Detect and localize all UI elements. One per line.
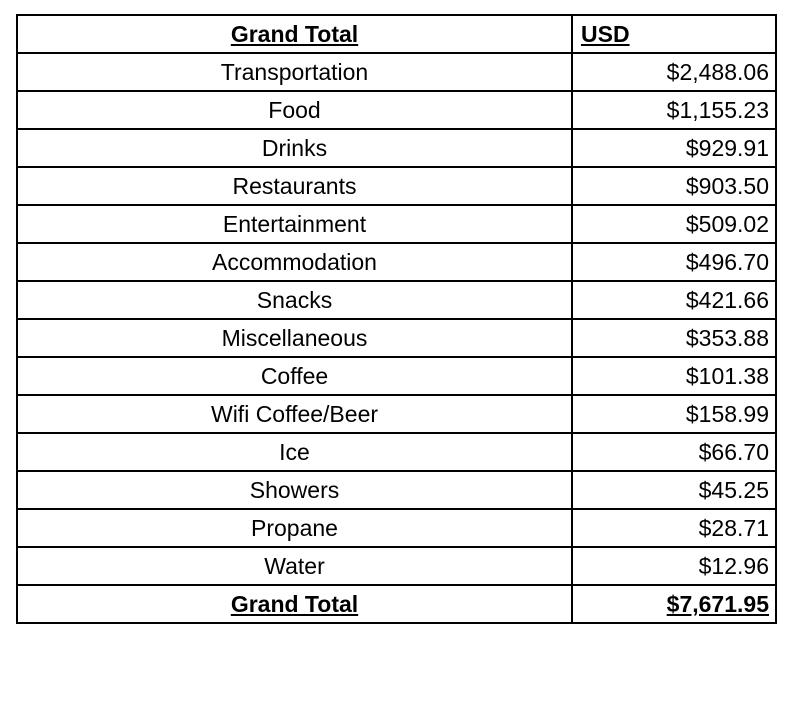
category-cell[interactable]: Entertainment: [16, 204, 573, 244]
category-cell[interactable]: Restaurants: [16, 166, 573, 206]
table-row: Transportation $2,488.06: [16, 52, 777, 92]
category-cell[interactable]: Food: [16, 90, 573, 130]
category-cell[interactable]: Coffee: [16, 356, 573, 396]
amount-cell[interactable]: $66.70: [571, 432, 777, 472]
table-row: Accommodation $496.70: [16, 242, 777, 282]
category-cell[interactable]: Drinks: [16, 128, 573, 168]
table-row: Food $1,155.23: [16, 90, 777, 130]
table-row: Snacks $421.66: [16, 280, 777, 320]
amount-cell[interactable]: $45.25: [571, 470, 777, 510]
amount-cell[interactable]: $929.91: [571, 128, 777, 168]
amount-cell[interactable]: $496.70: [571, 242, 777, 282]
grand-total-row: Grand Total $7,671.95: [16, 584, 777, 624]
amount-cell[interactable]: $28.71: [571, 508, 777, 548]
header-row: Grand Total USD: [16, 14, 777, 54]
table-row: Entertainment $509.02: [16, 204, 777, 244]
amount-cell[interactable]: $903.50: [571, 166, 777, 206]
category-cell[interactable]: Propane: [16, 508, 573, 548]
table-row: Coffee $101.38: [16, 356, 777, 396]
category-cell[interactable]: Ice: [16, 432, 573, 472]
expense-table: Grand Total USD Transportation $2,488.06…: [16, 14, 777, 624]
category-cell[interactable]: Water: [16, 546, 573, 586]
table-row: Wifi Coffee/Beer $158.99: [16, 394, 777, 434]
header-category[interactable]: Grand Total: [16, 14, 573, 54]
amount-cell[interactable]: $509.02: [571, 204, 777, 244]
category-cell[interactable]: Wifi Coffee/Beer: [16, 394, 573, 434]
amount-cell[interactable]: $12.96: [571, 546, 777, 586]
amount-cell[interactable]: $158.99: [571, 394, 777, 434]
grand-total-label[interactable]: Grand Total: [16, 584, 573, 624]
amount-cell[interactable]: $353.88: [571, 318, 777, 358]
table-row: Propane $28.71: [16, 508, 777, 548]
category-cell[interactable]: Miscellaneous: [16, 318, 573, 358]
amount-cell[interactable]: $1,155.23: [571, 90, 777, 130]
amount-cell[interactable]: $421.66: [571, 280, 777, 320]
amount-cell[interactable]: $2,488.06: [571, 52, 777, 92]
category-cell[interactable]: Accommodation: [16, 242, 573, 282]
category-cell[interactable]: Showers: [16, 470, 573, 510]
table-row: Showers $45.25: [16, 470, 777, 510]
category-cell[interactable]: Snacks: [16, 280, 573, 320]
table-row: Miscellaneous $353.88: [16, 318, 777, 358]
header-currency[interactable]: USD: [571, 14, 777, 54]
category-cell[interactable]: Transportation: [16, 52, 573, 92]
table-row: Ice $66.70: [16, 432, 777, 472]
table-row: Drinks $929.91: [16, 128, 777, 168]
amount-cell[interactable]: $101.38: [571, 356, 777, 396]
table-row: Water $12.96: [16, 546, 777, 586]
table-row: Restaurants $903.50: [16, 166, 777, 206]
grand-total-amount[interactable]: $7,671.95: [571, 584, 777, 624]
